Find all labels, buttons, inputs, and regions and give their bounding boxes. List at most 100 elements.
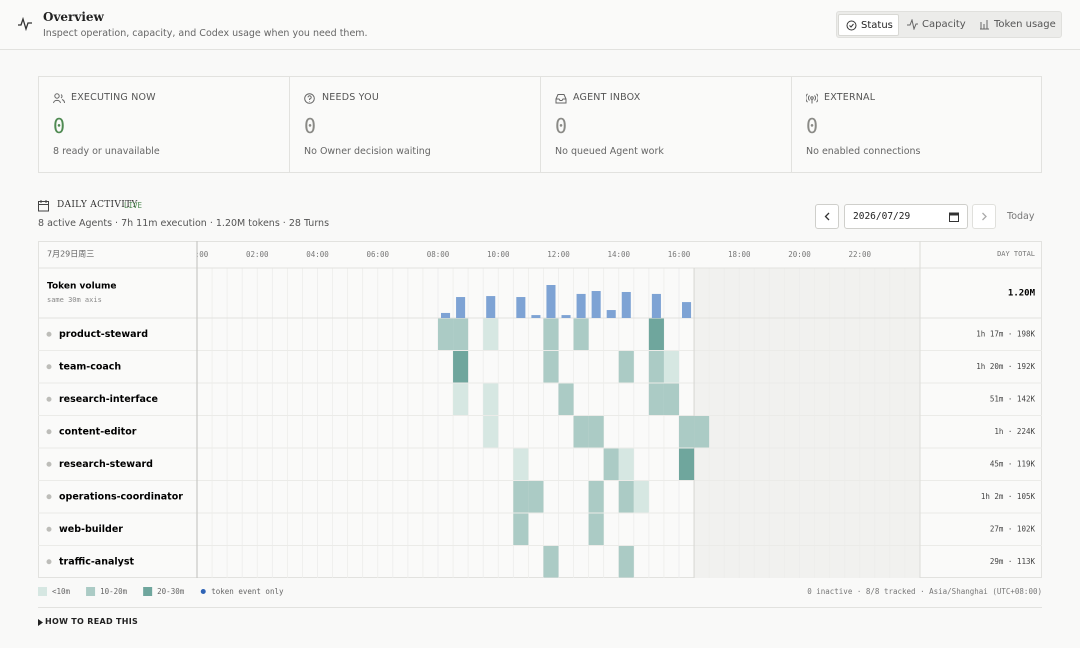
x-tick-label: 22:00 <box>848 250 871 259</box>
agent-total: 1h 2m · 105K <box>981 492 1036 501</box>
agent-dot <box>46 331 52 337</box>
activity-cell <box>648 318 664 350</box>
agent-name: research-interface <box>59 394 158 405</box>
legend-dot <box>200 589 206 594</box>
activity-cell <box>543 351 559 383</box>
legend-swatch <box>86 587 96 596</box>
token-bar <box>591 291 601 318</box>
token-row-label: Token volume <box>47 282 117 292</box>
agent-dot <box>46 494 52 500</box>
agent-dot <box>46 559 52 565</box>
tab[interactable]: Capacity <box>900 14 972 36</box>
date-label: 7月29日周三 <box>47 250 94 259</box>
agent-dot <box>46 461 52 467</box>
header: Overview Inspect operation, capacity, an… <box>0 0 1080 50</box>
activity-cell <box>483 318 499 350</box>
activity-cell <box>513 448 529 480</box>
stat-note: 8 ready or unavailable <box>53 146 160 157</box>
future-shade <box>694 268 920 578</box>
x-tick-label: 06:00 <box>366 250 389 259</box>
agent-name: team-coach <box>59 361 121 372</box>
agent-dot <box>46 396 52 402</box>
activity-cell <box>438 318 454 350</box>
activity-icon <box>18 17 32 31</box>
live-badge: LIVE <box>124 201 143 210</box>
token-bar <box>486 296 496 318</box>
activity-title: DAILY ACTIVITY <box>57 200 138 210</box>
token-bar <box>651 293 661 318</box>
time-axis: 00:00 02:00 04:00 06:00 08:00 10:00 12:00 14:00… <box>186 250 872 259</box>
next-day-button[interactable] <box>972 204 996 229</box>
page-subtitle: Inspect operation, capacity, and Codex u… <box>43 28 368 39</box>
stat-card: EXECUTING NOW 0 8 ready or unavailable <box>39 77 290 172</box>
legend-label: 20-30m <box>157 587 185 596</box>
agent-total: 51m · 142K <box>990 394 1036 403</box>
divider <box>38 607 1042 608</box>
stat-value: 0 <box>304 114 317 138</box>
stat-label: EXTERNAL <box>824 92 876 103</box>
tab-label: Capacity <box>922 19 966 30</box>
agent-name: operations-coordinator <box>59 491 183 502</box>
activity-cell <box>483 416 499 448</box>
stat-value: 0 <box>806 114 819 138</box>
token-bar <box>621 291 631 318</box>
stat-label: EXECUTING NOW <box>71 92 156 103</box>
activity-summary: 8 active Agents · 7h 11m execution · 1.2… <box>38 218 330 229</box>
x-tick-label: 02:00 <box>246 250 269 259</box>
activity-cell <box>573 416 589 448</box>
x-tick-label: 20:00 <box>788 250 811 259</box>
tab-label: Token usage <box>994 19 1056 30</box>
calendar-icon <box>38 200 49 212</box>
agent-total: 27m · 102K <box>990 524 1036 533</box>
tab[interactable]: Status <box>838 14 899 36</box>
activity-cell <box>603 448 619 480</box>
agent-total: 1h 20m · 192K <box>976 362 1035 371</box>
activity-cell <box>513 481 529 513</box>
token-bar <box>456 297 466 318</box>
token-bar <box>441 312 451 318</box>
activity-cell <box>679 416 695 448</box>
tab[interactable]: Token usage <box>972 14 1061 36</box>
agent-name: research-steward <box>59 459 153 470</box>
activity-cell <box>588 481 604 513</box>
help-toggle[interactable]: HOW TO READ THIS <box>45 617 139 626</box>
x-tick-label: 16:00 <box>668 250 691 259</box>
x-tick-label: 18:00 <box>728 250 751 259</box>
agent-dot <box>46 526 52 532</box>
stat-note: No Owner decision waiting <box>304 146 431 157</box>
x-tick-label: 12:00 <box>547 250 570 259</box>
today-button[interactable]: Today <box>1007 211 1035 222</box>
stat-card: NEEDS YOU 0 No Owner decision waiting <box>289 77 540 172</box>
x-tick-label: 08:00 <box>427 250 450 259</box>
prev-day-button[interactable] <box>815 204 839 229</box>
stat-note: No queued Agent work <box>555 146 664 157</box>
activity-cell <box>543 318 559 350</box>
agent-total: 1h 17m · 198K <box>976 329 1035 338</box>
activity-cell <box>543 546 559 578</box>
agent-total: 1h · 224K <box>994 427 1035 436</box>
tab-bar: Status Capacity Token usage <box>836 11 1062 38</box>
token-bar <box>546 285 556 318</box>
date-value: 2026/07/29 <box>853 211 911 222</box>
agent-name: product-steward <box>59 329 148 340</box>
stat-value: 0 <box>53 114 66 138</box>
activity-cell <box>573 318 589 350</box>
token-bar <box>561 315 571 318</box>
date-input[interactable]: 2026/07/29 <box>844 204 968 229</box>
activity-cell <box>648 383 664 415</box>
stat-label: AGENT INBOX <box>573 92 641 103</box>
activity-cell <box>694 416 710 448</box>
legend-swatch <box>38 587 47 596</box>
agent-total: 45m · 119K <box>990 459 1036 468</box>
stat-label: NEEDS YOU <box>322 92 379 103</box>
activity-cell <box>648 351 664 383</box>
activity-cell <box>663 351 679 383</box>
disclosure-arrow[interactable] <box>38 619 44 626</box>
x-tick-label: 00:00 <box>186 250 209 259</box>
legend-label: 10-20m <box>100 587 128 596</box>
token-bar <box>682 302 692 318</box>
activity-cell <box>618 351 634 383</box>
token-bar <box>606 310 616 318</box>
stat-note: No enabled connections <box>806 146 921 157</box>
